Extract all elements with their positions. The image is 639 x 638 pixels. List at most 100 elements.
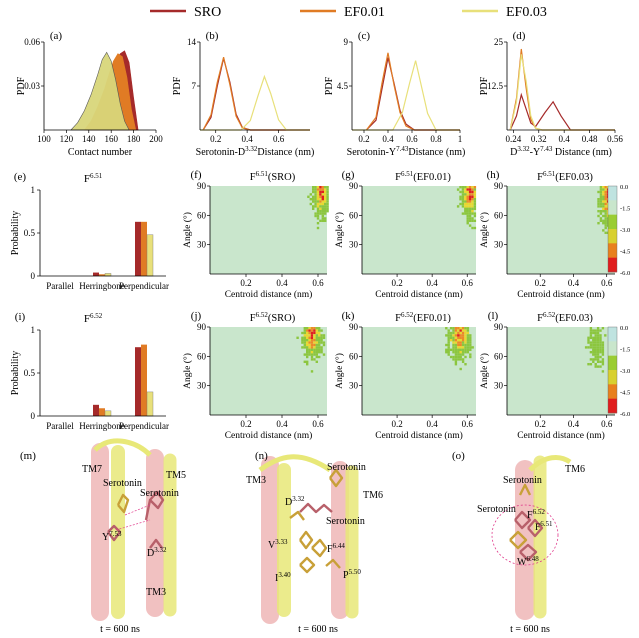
heatmap-cell: [316, 205, 320, 208]
heatmap-cell: [589, 358, 593, 361]
heatmap-cell: [599, 346, 602, 349]
heatmap-cell: [599, 193, 603, 196]
heatmap-cell: [604, 212, 607, 215]
colorbar-frame: [607, 326, 618, 414]
heatmap-cell: [308, 334, 311, 337]
heatmap-cell: [466, 214, 469, 218]
y-axis-label: PDF: [172, 76, 183, 95]
heatmap-cell: [594, 365, 597, 368]
heatmap-cell: [592, 348, 595, 351]
heatmap-cell: [447, 346, 450, 349]
heatmap-cell: [592, 336, 595, 339]
heatmap-cell: [471, 219, 474, 222]
heatmap-cell: [306, 363, 309, 366]
bar-perpendicular-ef001: [141, 221, 147, 276]
heatmap-cell: [324, 207, 327, 210]
heatmap-cell: [601, 358, 605, 361]
heatmap-cell: [313, 329, 316, 332]
chart-title: F6.51(SRO): [250, 170, 296, 183]
heatmap-cell: [452, 327, 455, 330]
heatmap-cell: [316, 202, 320, 206]
heatmap-cell: [471, 202, 474, 206]
heatmap-cell: [594, 331, 597, 335]
heatmap-cell: [301, 336, 304, 339]
x-tick-label: 0.4: [559, 134, 571, 144]
heatmap-cell: [473, 193, 477, 196]
heatmap-cell: [319, 219, 322, 222]
heatmap-cell: [452, 329, 455, 332]
colorbar-segment: [608, 186, 617, 201]
heatmap-cell: [306, 327, 309, 330]
heatmap-cell: [452, 355, 455, 359]
heatmap-cell: [604, 186, 607, 189]
colorbar-segment: [608, 214, 617, 230]
x-tick-label: 160: [104, 134, 118, 144]
heatmap-cell: [466, 343, 470, 347]
heatmap-cell: [466, 222, 469, 225]
heatmap-cell: [589, 346, 593, 349]
heatmap-cell: [468, 210, 472, 213]
loop-ribbon: [528, 455, 572, 472]
x-tick-label: 0.6: [601, 278, 613, 288]
x-tick-label: 0.4: [568, 278, 580, 288]
heatmap-cell: [459, 334, 462, 337]
y-tick-label: 90: [197, 322, 207, 332]
heatmap-cell: [468, 214, 472, 218]
x-tick-label: Perpendicular: [119, 281, 169, 291]
y-tick-label: 30: [197, 240, 207, 250]
label-serotonin: Serotonin: [103, 478, 142, 489]
label-serotonin: Serotonin: [326, 516, 365, 527]
x-tick-label: 0.6: [462, 419, 474, 429]
heatmap-cell: [461, 339, 465, 342]
loop-ribbon: [93, 438, 152, 457]
label-p550: P5.50: [343, 568, 361, 581]
heatmap-cell: [471, 212, 474, 215]
heatmap-cell: [466, 200, 469, 203]
y-tick-label: 25: [494, 37, 504, 47]
heatmap-cell: [596, 355, 600, 359]
ligand-sticks: [144, 490, 165, 521]
panel-label: (o): [452, 450, 465, 462]
x-tick-label: 0.2: [210, 134, 221, 144]
heatmap-cell: [587, 339, 590, 342]
colorbar-segment: [608, 398, 617, 414]
heatmap-cell: [454, 327, 458, 330]
heatmap-cell: [306, 343, 309, 347]
heatmap-cell: [461, 334, 465, 337]
heatmap-cell: [464, 188, 467, 191]
heatmap-cell: [466, 336, 470, 339]
heatmap-cell: [307, 195, 310, 198]
heatmap-cell: [589, 334, 593, 337]
heatmap-cell: [310, 331, 314, 335]
panel-label: (f): [191, 169, 202, 181]
heatmap-cell: [320, 329, 323, 332]
heatmap-cell: [459, 353, 462, 356]
ligand-sticks: [527, 518, 544, 538]
heatmap-cell: [604, 198, 607, 201]
heatmap-cell: [459, 329, 462, 332]
x-tick-label: 0.2: [535, 278, 546, 288]
heatmap-cell: [318, 346, 321, 349]
ligand-sticks: [107, 524, 122, 542]
heatmap-cell: [604, 193, 607, 196]
heatmap-cell: [314, 195, 317, 198]
heatmap-cell: [469, 334, 472, 337]
x-tick-label: 0.6: [462, 278, 474, 288]
heatmap-cell: [445, 343, 448, 347]
structure-panel-m: TM7SerotoninTM5SerotoninY7.53D3.32TM3(m)…: [20, 438, 186, 635]
heatmap-cell: [324, 193, 327, 196]
x-tick-label: 0.8: [430, 134, 442, 144]
heatmap-cell: [316, 200, 320, 203]
chart-title: F6.52(SRO): [250, 311, 296, 324]
heatmap-cell: [318, 331, 321, 335]
heatmap-cell: [310, 341, 314, 344]
heatmap-cell: [604, 195, 607, 198]
heatmap-cell: [464, 351, 467, 354]
heatmap-cell: [473, 186, 477, 189]
bar-herringbone-ef001: [99, 408, 105, 416]
heatmap-cell: [602, 219, 605, 222]
heatmap-cell: [296, 336, 299, 339]
heatmap-cell: [471, 226, 474, 230]
heatmap-cell: [597, 210, 600, 213]
